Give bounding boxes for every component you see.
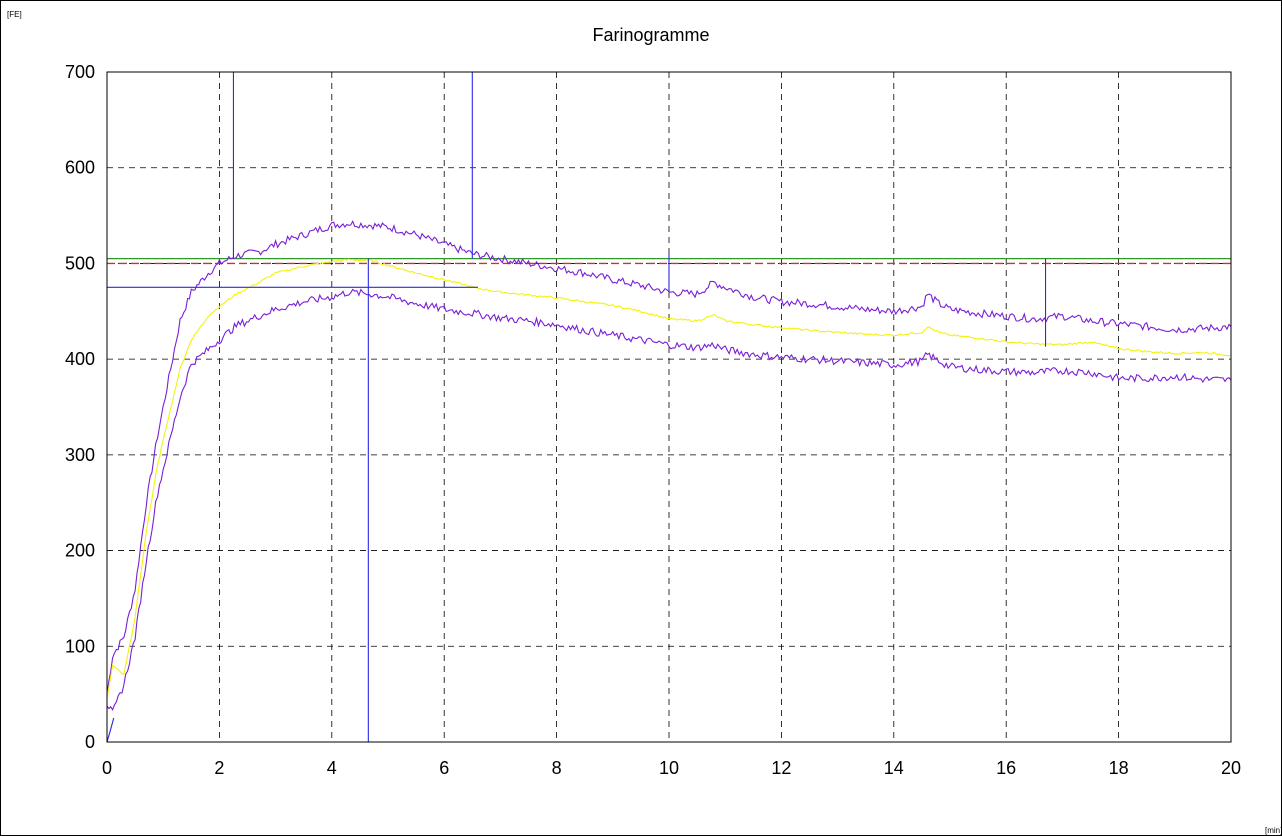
x-tick-label: 0 bbox=[102, 758, 112, 778]
y-unit-label: [FE] bbox=[7, 10, 22, 19]
series-line-lower-band bbox=[106, 288, 1232, 712]
y-tick-label: 600 bbox=[65, 158, 95, 178]
y-tick-label: 400 bbox=[65, 349, 95, 369]
x-unit-label: [min] bbox=[1265, 826, 1282, 835]
x-tick-label: 14 bbox=[884, 758, 904, 778]
x-tick-label: 10 bbox=[659, 758, 679, 778]
y-axis-ticks: 0 100 200 300 400 500 600 700 bbox=[65, 62, 95, 752]
y-tick-label: 200 bbox=[65, 541, 95, 561]
marker-trace bbox=[106, 717, 115, 743]
plot-area bbox=[106, 71, 1232, 743]
chart-title: Farinogramme bbox=[592, 25, 709, 45]
x-tick-label: 6 bbox=[439, 758, 449, 778]
x-tick-label: 18 bbox=[1109, 758, 1129, 778]
x-tick-label: 20 bbox=[1221, 758, 1241, 778]
y-tick-label: 500 bbox=[65, 253, 95, 273]
x-tick-label: 4 bbox=[327, 758, 337, 778]
x-tick-label: 16 bbox=[996, 758, 1016, 778]
series-line-upper-band bbox=[106, 220, 1232, 695]
y-tick-label: 0 bbox=[85, 732, 95, 752]
series-line-mean-curve bbox=[106, 258, 1232, 699]
x-axis-ticks: 0 2 4 6 8 10 12 14 16 18 20 bbox=[102, 758, 1241, 778]
x-tick-label: 2 bbox=[214, 758, 224, 778]
y-tick-label: 300 bbox=[65, 445, 95, 465]
series bbox=[106, 220, 1232, 712]
x-tick-label: 12 bbox=[771, 758, 791, 778]
y-tick-label: 700 bbox=[65, 62, 95, 82]
y-tick-label: 100 bbox=[65, 636, 95, 656]
x-tick-label: 8 bbox=[552, 758, 562, 778]
markers bbox=[106, 72, 1047, 743]
